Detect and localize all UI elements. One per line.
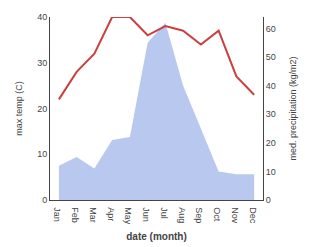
svg-text:Sep: Sep: [194, 207, 204, 223]
svg-text:May: May: [123, 207, 133, 225]
svg-text:10: 10: [37, 149, 47, 159]
svg-text:Apr: Apr: [106, 207, 116, 221]
svg-text:40: 40: [266, 81, 276, 91]
svg-text:10: 10: [266, 167, 276, 177]
svg-text:Jun: Jun: [141, 207, 151, 222]
svg-text:Jul: Jul: [159, 207, 169, 219]
svg-text:Oct: Oct: [212, 207, 222, 222]
svg-text:Nov: Nov: [230, 207, 240, 224]
svg-text:date (month): date (month): [126, 231, 187, 242]
svg-text:Jan: Jan: [52, 207, 62, 222]
svg-text:0: 0: [42, 195, 47, 205]
svg-text:30: 30: [266, 109, 276, 119]
svg-text:med. precipitation (kg/m2): med. precipitation (kg/m2): [288, 56, 298, 160]
svg-text:30: 30: [37, 58, 47, 68]
svg-text:Mar: Mar: [88, 207, 98, 223]
svg-text:Aug: Aug: [177, 207, 187, 223]
svg-text:50: 50: [266, 52, 276, 62]
svg-text:20: 20: [37, 104, 47, 114]
svg-text:0: 0: [266, 195, 271, 205]
svg-text:20: 20: [266, 138, 276, 148]
svg-text:max temp (C): max temp (C): [14, 81, 24, 136]
svg-text:60: 60: [266, 24, 276, 34]
svg-text:Feb: Feb: [70, 207, 80, 223]
svg-text:Dec: Dec: [248, 207, 258, 224]
svg-text:40: 40: [37, 12, 47, 22]
